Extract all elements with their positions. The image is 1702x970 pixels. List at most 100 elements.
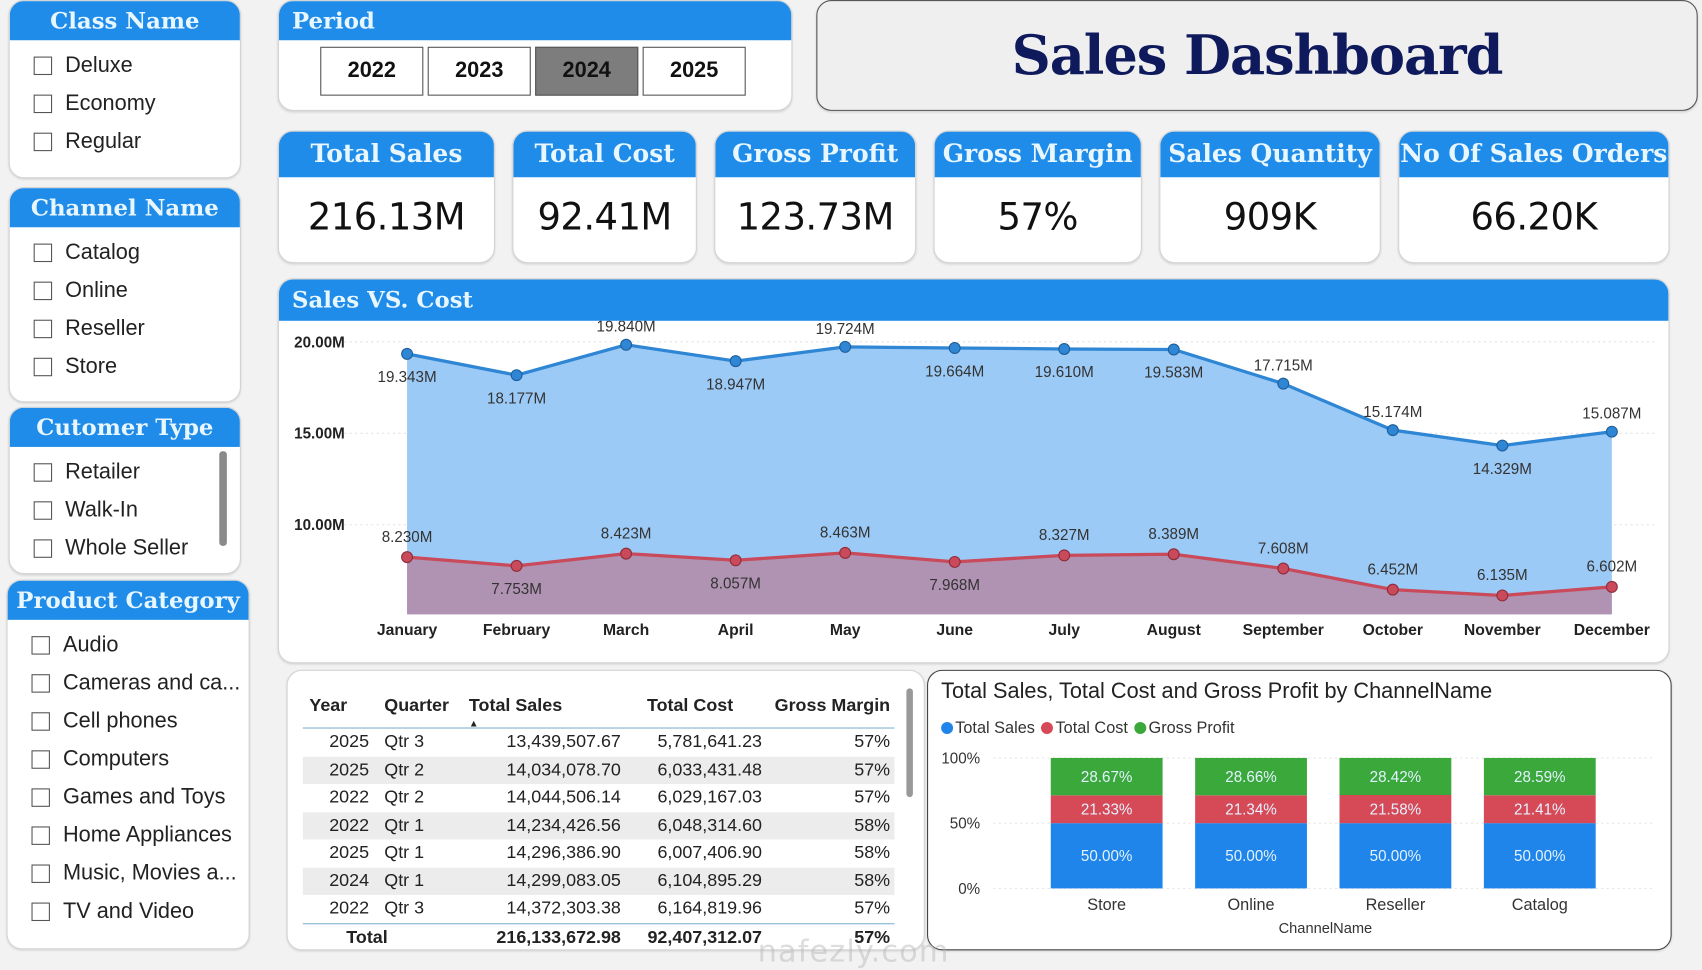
bar-segment-total-cost[interactable]	[1483, 795, 1596, 824]
bar-segment-total-sales[interactable]	[1483, 823, 1596, 889]
slicer-scrollbar[interactable]	[219, 451, 227, 546]
slicer-option[interactable]: Whole Seller	[33, 530, 240, 568]
sales-point[interactable]	[1496, 439, 1509, 452]
slicer-option[interactable]: Cameras and ca...	[31, 664, 248, 702]
bar-segment-gross-profit[interactable]	[1483, 757, 1596, 796]
sales-point[interactable]	[839, 340, 852, 353]
cost-point[interactable]	[1386, 583, 1399, 596]
sales-point[interactable]	[1058, 342, 1071, 355]
bar-segment-total-sales[interactable]	[1195, 823, 1307, 889]
checkbox[interactable]	[31, 712, 50, 731]
cost-point[interactable]	[620, 547, 633, 560]
checkbox[interactable]	[31, 636, 50, 655]
table-total-row: Total 216,133,672.98 92,407,312.07 57%	[302, 922, 895, 950]
checkbox[interactable]	[33, 94, 53, 114]
sales-point[interactable]	[1386, 424, 1399, 437]
sales-point[interactable]	[401, 347, 414, 360]
checkbox[interactable]	[33, 56, 53, 76]
bar-segment-total-cost[interactable]	[1195, 795, 1307, 824]
slicer-option[interactable]: Games and Toys	[31, 779, 248, 817]
slicer-option[interactable]: Reseller	[33, 310, 240, 348]
checkbox[interactable]	[31, 750, 50, 769]
bar-segment-gross-profit[interactable]	[1050, 757, 1163, 796]
cost-point[interactable]	[510, 559, 523, 572]
cost-point[interactable]	[1277, 562, 1290, 575]
table-row[interactable]: 2022 Qtr 3 14,372,303.38 6,164,819.96 57%	[303, 895, 895, 923]
table-row[interactable]: 2022 Qtr 1 14,234,426.56 6,048,314.60 58%	[302, 811, 895, 840]
cost-point[interactable]	[948, 555, 961, 568]
period-button-2025[interactable]: 2025	[642, 46, 746, 96]
cell-quarter: Qtr 3	[384, 898, 425, 919]
table-row[interactable]: 2025 Qtr 1 14,296,386.90 6,007,406.90 58%	[303, 839, 895, 867]
checkbox[interactable]	[33, 319, 53, 339]
sales-point[interactable]	[948, 342, 961, 354]
checkbox[interactable]	[31, 788, 50, 807]
slicer-option[interactable]: Deluxe	[33, 47, 240, 85]
table-row[interactable]: 2024 Qtr 1 14,299,083.05 6,104,895.29 58%	[302, 867, 895, 895]
checkbox[interactable]	[33, 243, 53, 263]
legend-item[interactable]: Total Cost	[1041, 719, 1128, 737]
column-header-gross-margin[interactable]: Gross Margin	[774, 695, 891, 715]
checkbox[interactable]	[33, 463, 53, 482]
slicer-option[interactable]: Online	[33, 272, 240, 310]
cost-point[interactable]	[1496, 589, 1509, 602]
x-tick-label: April	[718, 622, 754, 639]
slicer-option[interactable]: Home Appliances	[31, 817, 248, 855]
legend-item[interactable]: Total Sales	[941, 719, 1035, 737]
x-tick-label: May	[830, 622, 861, 639]
period-button-2024[interactable]: 2024	[535, 46, 639, 96]
cost-point[interactable]	[401, 551, 414, 564]
table-scrollbar[interactable]	[906, 688, 913, 798]
slicer-option[interactable]: Computers	[31, 741, 248, 779]
cost-point[interactable]	[1167, 548, 1180, 561]
column-header-quarter[interactable]: Quarter	[384, 695, 449, 715]
checkbox[interactable]	[33, 357, 53, 377]
bar-segment-gross-profit[interactable]	[1339, 757, 1452, 796]
sales-point[interactable]	[510, 369, 523, 382]
checkbox[interactable]	[33, 501, 53, 520]
bar-segment-gross-profit[interactable]	[1195, 757, 1307, 796]
slicer-option[interactable]: Store	[33, 348, 240, 386]
sales-point[interactable]	[1167, 343, 1180, 356]
table-row[interactable]: 2025 Qtr 2 14,034,078.70 6,033,431.48 57%	[302, 756, 895, 785]
sales-point[interactable]	[1605, 425, 1618, 438]
sales-point[interactable]	[729, 355, 742, 368]
checkbox[interactable]	[33, 539, 53, 558]
kpi-card-sales-quantity: Sales Quantity 909K	[1159, 130, 1381, 264]
slicer-option[interactable]: Catalog	[33, 234, 240, 272]
checkbox[interactable]	[31, 674, 50, 693]
slicer-option[interactable]: Walk-In	[33, 492, 240, 530]
checkbox[interactable]	[31, 864, 50, 883]
checkbox[interactable]	[31, 826, 50, 845]
table-row[interactable]: 2025 Qtr 3 13,439,507.67 5,781,641.23 57%	[303, 729, 895, 757]
column-header-total-cost[interactable]: Total Cost	[646, 695, 734, 715]
checkbox[interactable]	[33, 281, 53, 301]
slicer-option[interactable]: Cell phones	[31, 702, 248, 740]
sales-point[interactable]	[620, 338, 633, 351]
bar-segment-total-cost[interactable]	[1339, 795, 1452, 824]
cost-point[interactable]	[729, 554, 742, 567]
cost-point[interactable]	[839, 546, 852, 559]
slicer-option[interactable]: TV and Video	[31, 893, 248, 931]
y-tick-label: 0%	[958, 881, 980, 898]
bar-segment-total-sales[interactable]	[1050, 823, 1163, 889]
slicer-option[interactable]: Regular	[33, 123, 240, 161]
option-label: Deluxe	[65, 53, 133, 78]
slicer-option[interactable]: Economy	[33, 85, 240, 123]
slicer-option[interactable]: Audio	[31, 626, 248, 664]
column-header-year[interactable]: Year	[309, 695, 348, 715]
sales-point[interactable]	[1277, 377, 1290, 390]
bar-segment-total-cost[interactable]	[1050, 795, 1163, 824]
slicer-option[interactable]: Music, Movies a...	[31, 855, 248, 893]
cost-point[interactable]	[1058, 549, 1071, 562]
bar-segment-total-sales[interactable]	[1339, 823, 1452, 889]
legend-item[interactable]: Gross Profit	[1134, 719, 1235, 737]
slicer-option[interactable]: Retailer	[33, 453, 240, 491]
checkbox[interactable]	[33, 132, 53, 152]
period-button-2023[interactable]: 2023	[427, 46, 531, 96]
cost-point[interactable]	[1605, 580, 1618, 593]
table-row[interactable]: 2022 Qtr 2 14,044,506.14 6,029,167.03 57%	[303, 784, 895, 812]
period-button-2022[interactable]: 2022	[320, 46, 424, 96]
column-header-total-sales[interactable]: Total Sales ▲	[462, 695, 625, 728]
checkbox[interactable]	[31, 902, 50, 922]
